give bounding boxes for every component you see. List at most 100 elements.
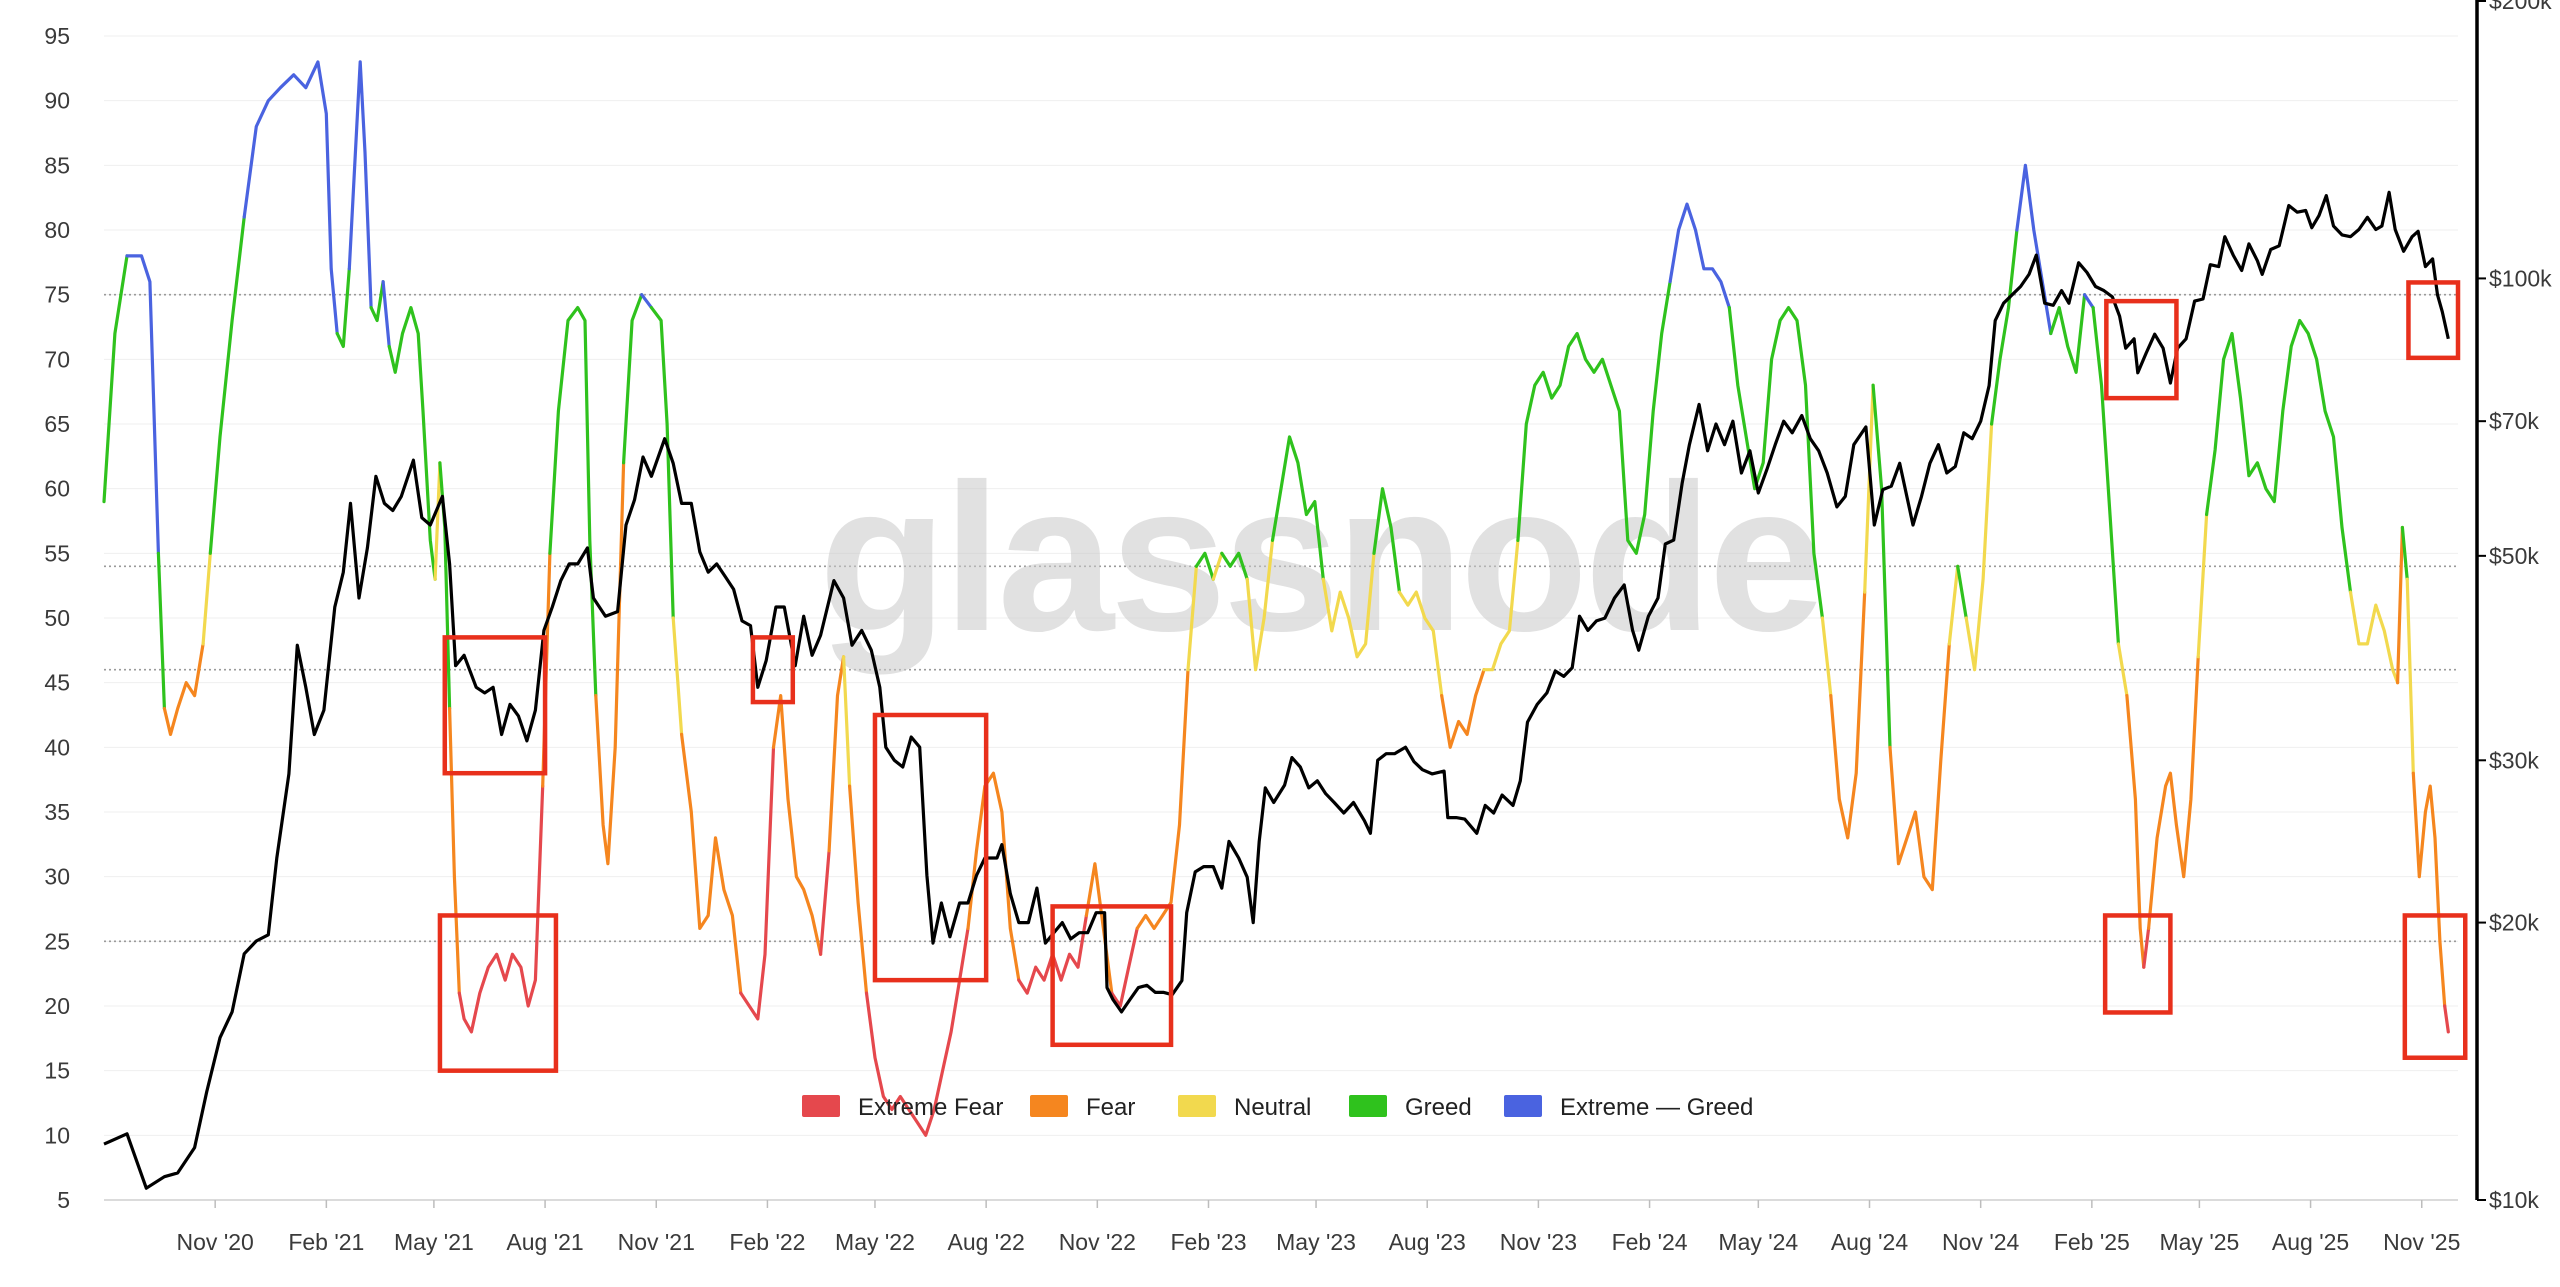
x-tick-label: Nov '24 [1942, 1229, 2019, 1255]
right-tick-label: $200k [2489, 0, 2552, 14]
highlight-box [1050, 904, 1174, 1048]
index-segment [1440, 668, 1486, 749]
right-tick-label: $20k [2489, 910, 2539, 936]
index-segment [548, 306, 598, 698]
index-segment [1135, 668, 1190, 931]
index-segment [2091, 306, 2120, 646]
left-tick-label: 30 [44, 864, 70, 890]
highlight-box [437, 913, 559, 1073]
x-tick-label: May '24 [1718, 1229, 1798, 1255]
index-segment [2083, 293, 2095, 310]
legend: Extreme Fear Fear Neutral Greed Extreme — Gr… [802, 1094, 1753, 1121]
index-segment [162, 642, 205, 737]
highlight-box [2102, 913, 2173, 1015]
left-tick-label: 90 [44, 88, 70, 114]
index-segment [433, 461, 442, 581]
x-tick-label: Feb '23 [1170, 1229, 1246, 1255]
index-segment [1220, 551, 1249, 581]
x-tick-label: Nov '20 [177, 1229, 254, 1255]
left-tick-label: 60 [44, 476, 70, 502]
index-segment [771, 693, 823, 956]
index-segment [369, 280, 385, 323]
right-axis-ticks: $10k $20k $30k $50k $70k $100k $200k [2477, 0, 2552, 1213]
x-tick-label: May '25 [2159, 1229, 2239, 1255]
index-segment [2015, 163, 2053, 336]
index-segment [2196, 512, 2209, 659]
x-tick-label: May '22 [835, 1229, 915, 1255]
index-segment [621, 293, 644, 465]
legend-label: Fear [1086, 1094, 1135, 1121]
left-tick-label: 5 [57, 1187, 70, 1213]
index-segment [1397, 590, 1444, 698]
index-segment [841, 655, 852, 788]
legend-label: Greed [1405, 1094, 1472, 1121]
index-segment [818, 849, 831, 956]
x-tick-label: Aug '25 [2272, 1229, 2349, 1255]
index-segment [387, 306, 437, 581]
left-tick-label: 20 [44, 993, 70, 1019]
index-segment [156, 551, 166, 711]
x-tick-label: Aug '23 [1389, 1229, 1466, 1255]
legend-label: Neutral [1234, 1094, 1311, 1121]
index-segment [739, 745, 776, 1021]
legend-label: Extreme Fear [858, 1094, 1003, 1121]
price-series [103, 190, 2450, 1190]
index-segment [125, 254, 160, 555]
index-segment [2116, 642, 2129, 698]
axes [104, 0, 2479, 1201]
legend-label: Extreme — Greed [1560, 1094, 1753, 1121]
x-tick-label: Aug '21 [506, 1229, 583, 1255]
index-segment [1194, 551, 1215, 581]
left-tick-label: 65 [44, 411, 70, 437]
index-segment [1947, 564, 1960, 646]
index-segment [1820, 616, 1833, 698]
sentiment-index-line [102, 60, 2450, 1137]
index-segment [102, 254, 129, 504]
index-segment [1829, 590, 1867, 840]
index-segment [448, 706, 461, 995]
index-segment [1888, 642, 1951, 892]
legend-swatch [802, 1095, 840, 1117]
index-segment [1211, 551, 1224, 581]
highlight-box [872, 712, 989, 983]
x-tick-label: Feb '22 [729, 1229, 805, 1255]
x-tick-label: Feb '21 [288, 1229, 364, 1255]
left-tick-label: 55 [44, 540, 70, 566]
highlight-box [2104, 298, 2179, 401]
index-segment [1372, 487, 1402, 594]
index-segment [1270, 435, 1325, 581]
legend-swatch [1030, 1095, 1068, 1117]
x-axis-ticks: Nov '20 Feb '21 May '21 Aug '21 Nov '21 Feb '… [177, 1200, 2460, 1255]
index-segment [201, 551, 212, 646]
left-tick-label: 40 [44, 734, 70, 760]
highlight-box [2406, 280, 2461, 361]
price-line [103, 190, 2450, 1190]
highlight-box [750, 635, 796, 705]
annotation-boxes [437, 280, 2468, 1073]
x-tick-label: Feb '25 [2054, 1229, 2130, 1255]
index-segment [864, 926, 970, 1137]
index-segment [2142, 926, 2151, 969]
legend-swatch [1178, 1095, 1216, 1117]
left-tick-label: 35 [44, 799, 70, 825]
left-tick-label: 50 [44, 605, 70, 631]
highlight-box [442, 635, 548, 776]
index-segment [1956, 564, 1968, 620]
index-segment [1516, 280, 1672, 555]
index-segment [208, 215, 246, 555]
left-tick-label: 85 [44, 152, 70, 178]
index-segment [457, 784, 545, 1034]
left-axis-ticks: 5 10 15 20 25 30 35 40 45 50 55 60 65 70 75 80 85 90 95 [44, 23, 70, 1213]
x-tick-label: May '23 [1276, 1229, 1356, 1255]
index-segment [1668, 202, 1731, 310]
right-tick-label: $30k [2489, 747, 2539, 773]
index-segment [1186, 564, 1199, 672]
index-segment [2147, 655, 2200, 931]
x-tick-label: Nov '22 [1059, 1229, 1136, 1255]
left-tick-label: 75 [44, 282, 70, 308]
index-segment [2348, 590, 2400, 685]
index-segment [2443, 1004, 2450, 1034]
right-tick-label: $50k [2489, 543, 2539, 569]
index-segment [679, 732, 743, 995]
index-segment [242, 60, 339, 336]
